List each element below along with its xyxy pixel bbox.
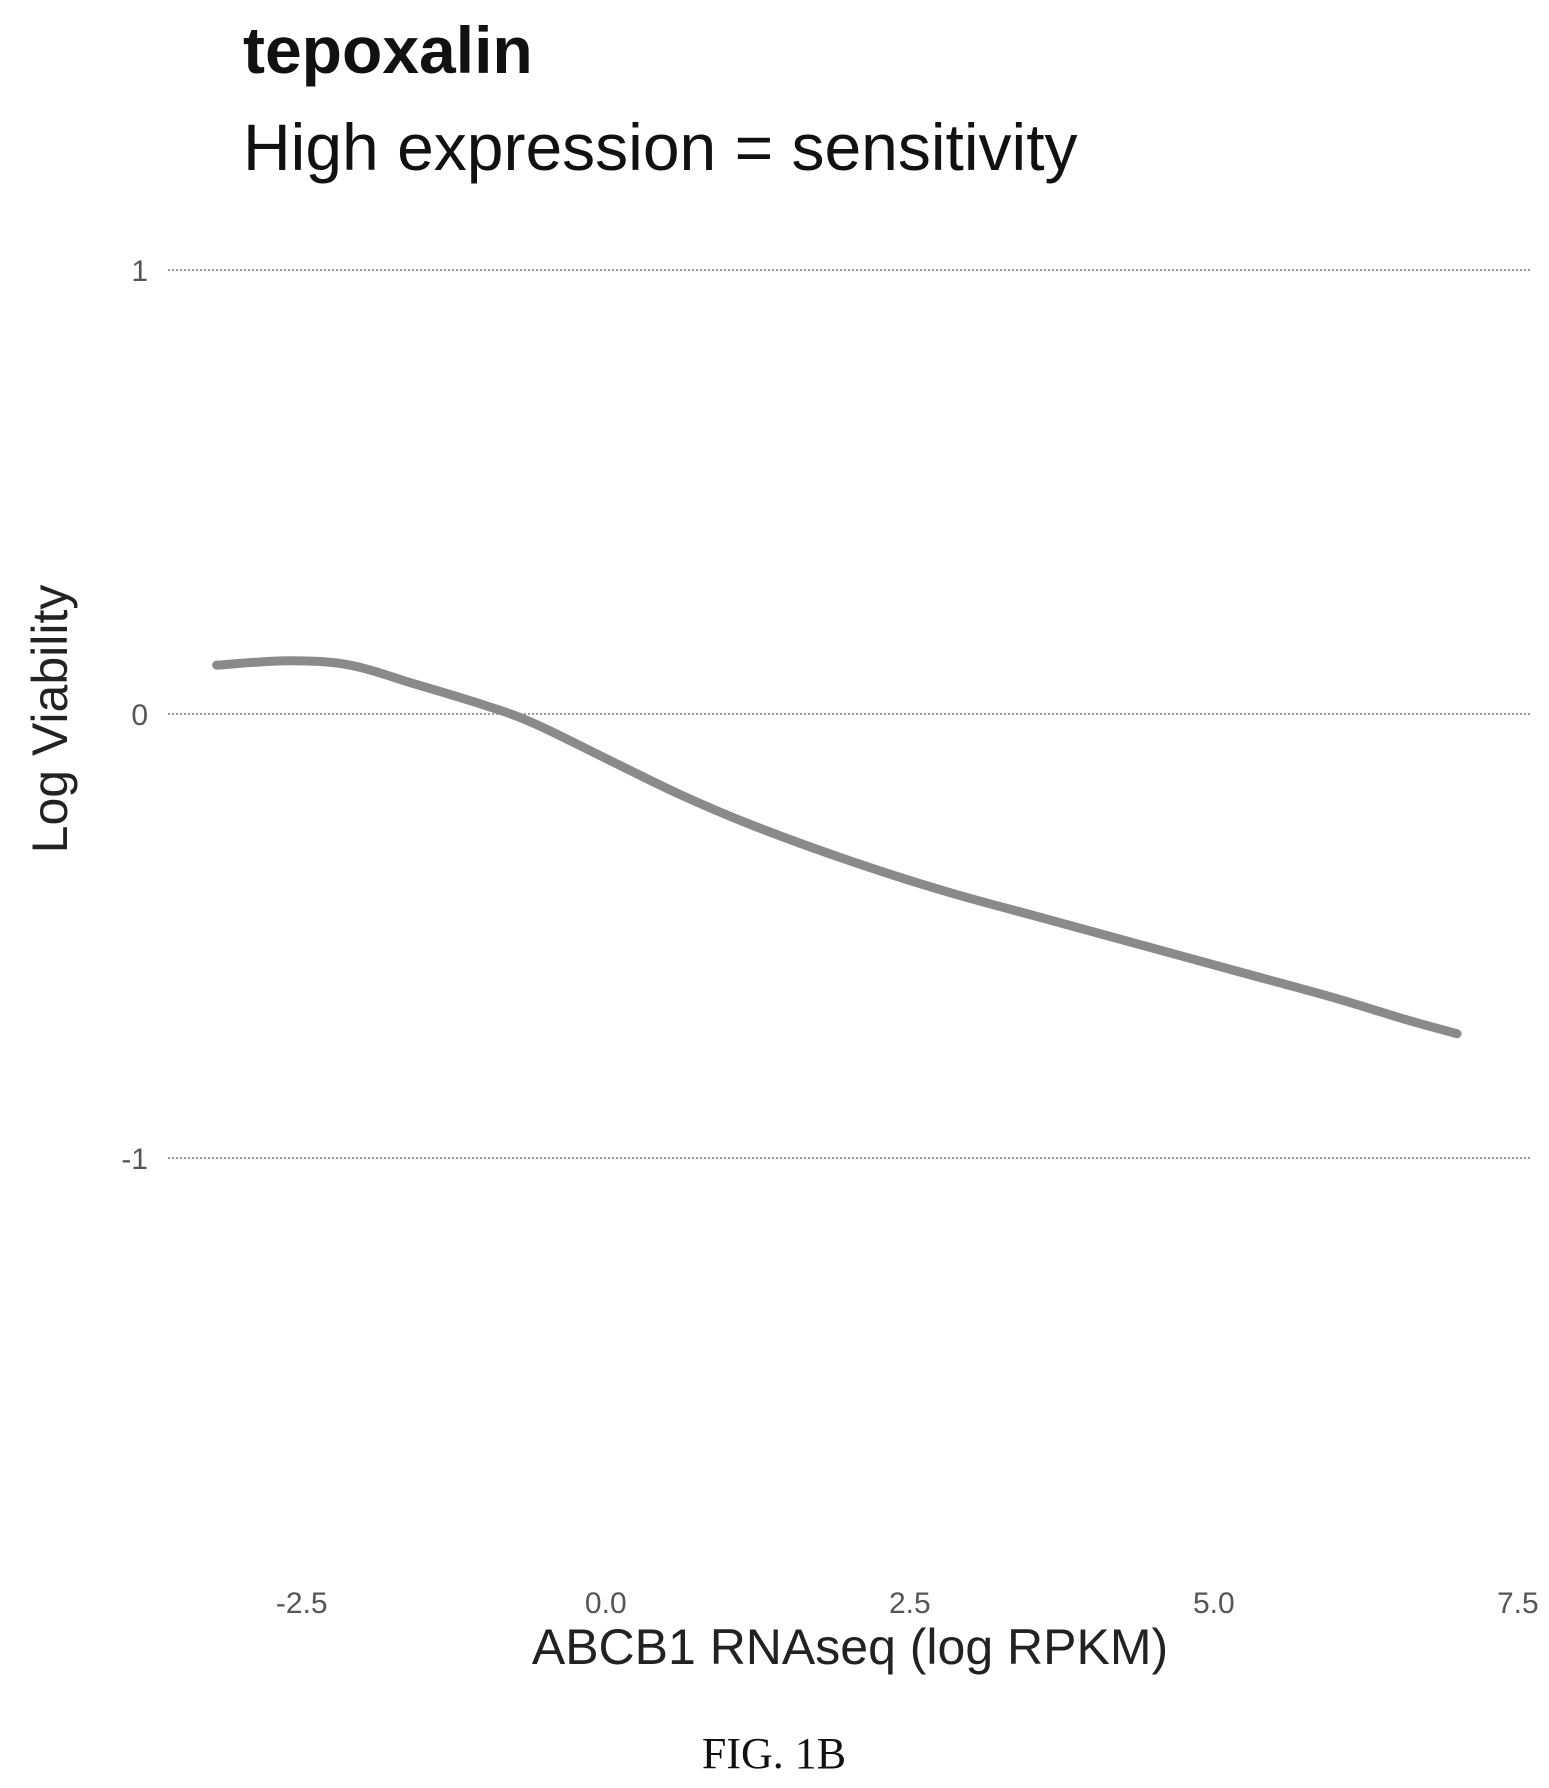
x-tick-label: 7.5 <box>1497 1587 1539 1620</box>
y-axis-label: Log Viability <box>22 585 78 854</box>
x-tick-label: 5.0 <box>1193 1587 1235 1620</box>
x-tick-label: -2.5 <box>276 1587 328 1620</box>
x-tick-label: 2.5 <box>889 1587 931 1620</box>
y-tick-label: 0 <box>131 699 148 732</box>
x-axis-ticks: -2.5 0.0 2.5 5.0 7.5 <box>276 1587 1539 1620</box>
chart-title: tepoxalin <box>243 13 533 87</box>
y-tick-label: 1 <box>131 255 148 288</box>
chart-subtitle: High expression = sensitivity <box>243 110 1078 184</box>
gridlines <box>168 269 1530 1159</box>
x-tick-label: 0.0 <box>585 1587 627 1620</box>
y-axis-ticks: 1 0 -1 <box>121 255 148 1176</box>
x-axis-label: ABCB1 RNAseq (log RPKM) <box>532 1619 1168 1675</box>
series-layer <box>212 656 1462 1039</box>
figure-caption: FIG. 1B <box>702 1729 846 1778</box>
series-line-0 <box>212 656 1462 1039</box>
y-tick-label: -1 <box>121 1143 148 1176</box>
